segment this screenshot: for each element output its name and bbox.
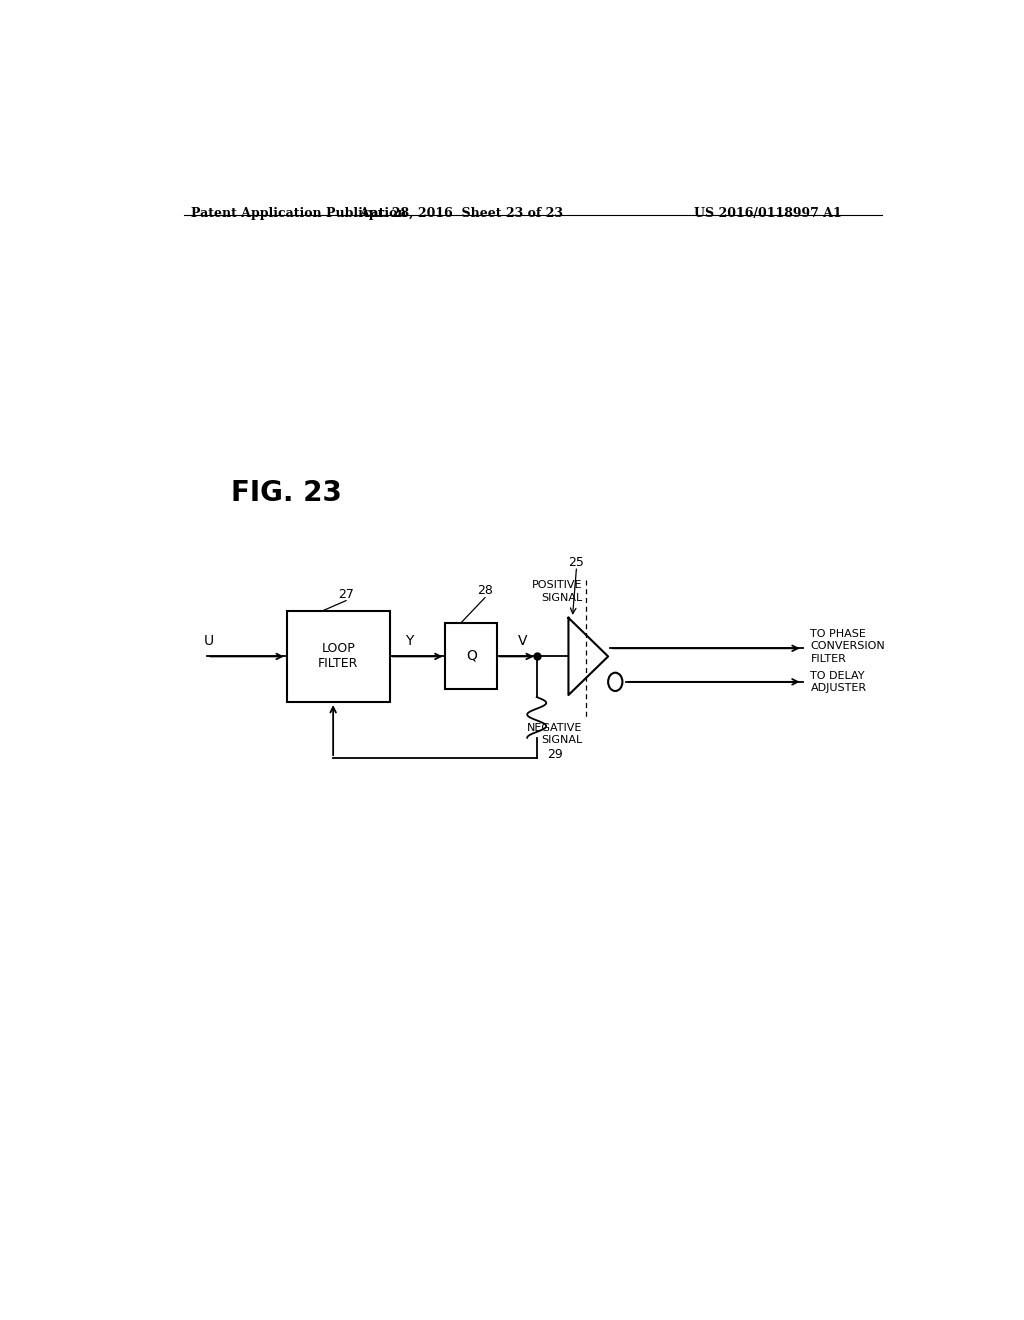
Bar [445,623,497,689]
Text: 25: 25 [568,556,585,569]
Text: LOOP
FILTER: LOOP FILTER [318,643,358,671]
Text: V: V [518,635,527,648]
Text: US 2016/0118997 A1: US 2016/0118997 A1 [694,207,842,220]
Bar [287,611,390,702]
Circle shape [608,673,623,690]
Text: Q: Q [466,649,476,663]
Text: FIG. 23: FIG. 23 [231,479,342,507]
Text: TO PHASE
CONVERSION
FILTER: TO PHASE CONVERSION FILTER [811,628,885,664]
Text: TO DELAY
ADJUSTER: TO DELAY ADJUSTER [811,671,866,693]
Text: 27: 27 [338,587,354,601]
Text: NEGATIVE
SIGNAL: NEGATIVE SIGNAL [527,722,583,744]
Text: Patent Application Publication: Patent Application Publication [191,207,407,220]
Text: Y: Y [406,635,414,648]
Text: U: U [204,635,214,648]
Text: 28: 28 [477,585,494,598]
Text: 29: 29 [547,748,563,760]
Text: POSITIVE
SIGNAL: POSITIVE SIGNAL [531,581,583,603]
Text: Apr. 28, 2016  Sheet 23 of 23: Apr. 28, 2016 Sheet 23 of 23 [359,207,563,220]
